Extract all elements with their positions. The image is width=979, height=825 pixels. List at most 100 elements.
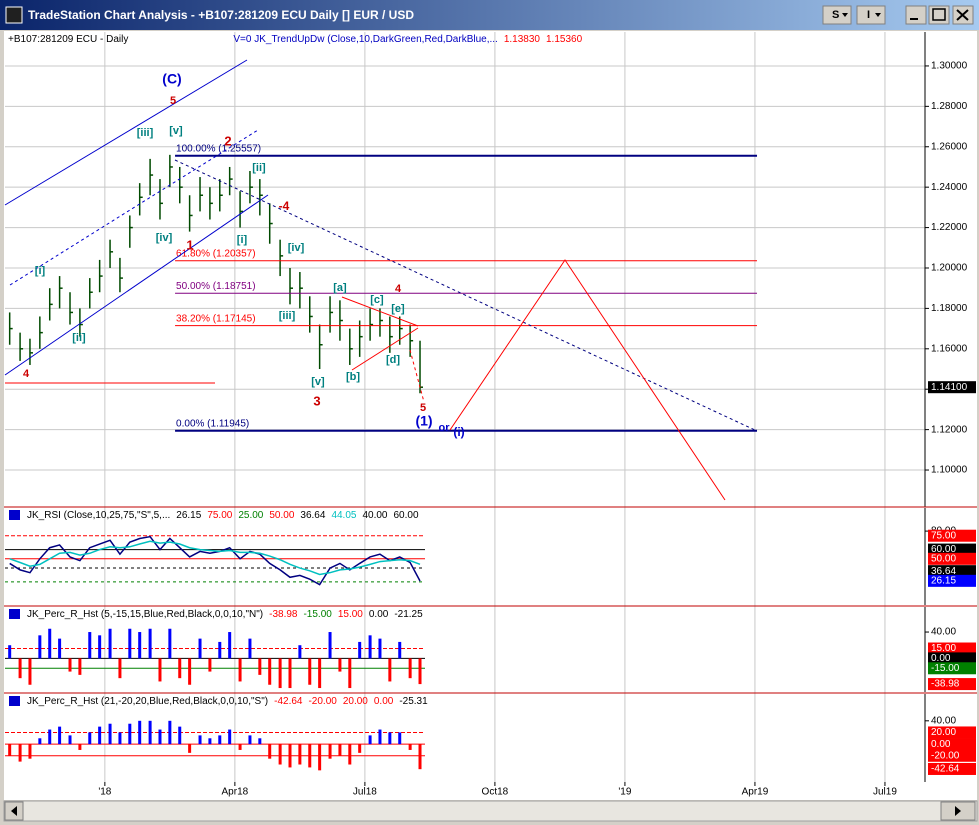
- histogram-bar: [158, 658, 162, 682]
- histogram-bar: [48, 729, 52, 745]
- header-item: JK_Perc_R_Hst (5,-15,15,Blue,Red,Black,0…: [27, 609, 263, 620]
- chart-area: [4, 31, 977, 800]
- level-box: [928, 749, 976, 762]
- histogram-bar: [58, 638, 62, 659]
- header-item: 15.00: [338, 609, 363, 620]
- plot-layers: '18 Apr18 Jul18 Oct18 '19 Apr19 Jul19 1.30000 1.…: [4, 32, 977, 798]
- header-item: -42.64: [274, 696, 303, 707]
- level-label: -20.00: [931, 750, 960, 761]
- wave-label: 1: [186, 237, 193, 252]
- histogram-bar: [278, 658, 282, 689]
- histogram-bar: [138, 720, 142, 745]
- level-label: 0.00: [931, 739, 951, 750]
- level-label: 36.64: [931, 566, 956, 577]
- level-label: -38.98: [931, 679, 960, 690]
- level-box: [928, 642, 976, 655]
- histogram-bar: [208, 658, 212, 672]
- histogram-bar: [8, 744, 12, 756]
- histogram-bar: [38, 635, 42, 659]
- header-item: -20.00: [308, 696, 337, 707]
- wave-label: 4: [23, 368, 30, 380]
- x-tick-label: '18: [98, 787, 111, 798]
- channel-line: [4, 194, 269, 376]
- histogram-bar: [168, 720, 172, 745]
- histogram-bar: [88, 732, 92, 745]
- scrollbar[interactable]: [3, 800, 978, 822]
- wave-label: [ii]: [72, 332, 86, 344]
- histogram-bar: [38, 738, 42, 745]
- wave-label: (1): [415, 413, 432, 429]
- y-tick-label: 1.28000: [931, 101, 968, 112]
- wave-label: 5: [170, 95, 176, 107]
- histogram-bar: [248, 735, 252, 745]
- close-icon: [956, 9, 969, 21]
- level-box: [928, 762, 976, 775]
- wave-label: [ii]: [252, 162, 266, 174]
- histogram-bar: [258, 738, 262, 745]
- y-tick-label: 40.00: [931, 627, 956, 638]
- histogram-bar: [198, 735, 202, 745]
- histogram-bar: [218, 641, 222, 659]
- y-tick-label: 40.00: [931, 715, 956, 726]
- level-box: [928, 529, 976, 542]
- wave-label: [i]: [35, 265, 46, 277]
- y-tick-label: 1.12000: [931, 424, 968, 435]
- level-label: 50.00: [931, 553, 956, 564]
- header-item: -15.00: [303, 609, 332, 620]
- histogram-bar: [88, 632, 92, 659]
- dropdown-arrow: [875, 13, 881, 17]
- x-tick-label: Apr19: [742, 787, 769, 798]
- window-title: TradeStation Chart Analysis - +B107:2812…: [28, 8, 414, 22]
- header-item: 20.00: [343, 696, 368, 707]
- x-tick-label: Jul18: [353, 787, 377, 798]
- histogram-bar: [48, 628, 52, 659]
- histogram-bar: [298, 744, 302, 765]
- projection-line: [409, 349, 425, 403]
- channel-line: [4, 59, 248, 206]
- histogram-bar: [348, 744, 352, 765]
- triangle-line: [341, 296, 419, 327]
- histogram-bar: [168, 628, 172, 659]
- title-bar: [0, 0, 979, 30]
- x-tick-label: '19: [618, 787, 631, 798]
- histogram-bar: [158, 729, 162, 745]
- y-tick-label: 1.22000: [931, 222, 968, 233]
- histogram-bar: [68, 658, 72, 672]
- wave-label: [a]: [333, 282, 347, 294]
- histogram-bar: [308, 658, 312, 685]
- header-item: 50.00: [269, 510, 294, 521]
- wave-label: 5: [420, 402, 426, 414]
- histogram-bar: [318, 744, 322, 771]
- histogram-bar: [248, 638, 252, 659]
- i-button[interactable]: [856, 5, 886, 25]
- wave-label: [iv]: [156, 232, 173, 244]
- histogram-bar: [328, 744, 332, 759]
- histogram-bar: [78, 744, 82, 750]
- y-tick-label: 1.24000: [931, 182, 968, 193]
- histogram-bar: [368, 635, 372, 659]
- histogram-bar: [308, 744, 312, 768]
- wave-label: or: [439, 422, 451, 434]
- level-label: 60.00: [931, 544, 956, 555]
- level-box: [928, 662, 976, 675]
- i-button-label[interactable]: I: [867, 9, 870, 21]
- wave-label: [iii]: [279, 310, 296, 322]
- panel-header: JK_Perc_R_Hst (5,-15,15,Blue,Red,Black,0…: [27, 609, 423, 620]
- histogram-bar: [238, 658, 242, 682]
- minimize-button[interactable]: [905, 5, 927, 25]
- s-button-label[interactable]: S: [832, 9, 839, 21]
- y-tick-label: 1.26000: [931, 141, 968, 152]
- histogram-bar: [78, 658, 82, 675]
- arrow: [955, 806, 961, 816]
- header-item: JK_Perc_R_Hst (21,-20,20,Blue,Red,Black,…: [27, 696, 268, 707]
- header-item: 1.15360: [546, 34, 583, 45]
- wave-label: [i]: [237, 234, 248, 246]
- histogram-bar: [228, 729, 232, 745]
- s-button[interactable]: [822, 5, 852, 25]
- maximize-icon: [932, 8, 946, 21]
- triangle-line: [351, 327, 419, 371]
- app-icon: [5, 6, 23, 24]
- indicator-icon: [9, 696, 20, 706]
- level-label: 15.00: [931, 643, 956, 654]
